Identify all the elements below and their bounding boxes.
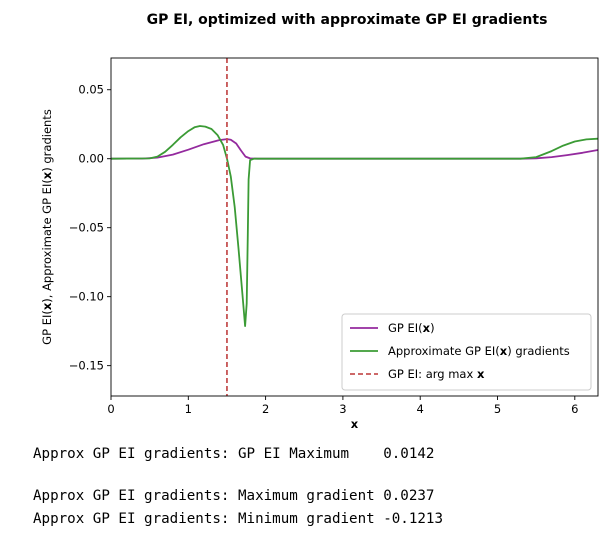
y-tick-label: −0.05 bbox=[69, 221, 104, 235]
y-tick-label: −0.15 bbox=[69, 359, 104, 373]
x-tick-label: 1 bbox=[185, 402, 192, 416]
x-tick-label: 2 bbox=[262, 402, 269, 416]
output-line-minimum-gradient: Approx GP EI gradients: Minimum gradient… bbox=[33, 511, 443, 527]
y-tick-label: 0.05 bbox=[78, 83, 104, 97]
legend: GP EI(x) Approximate GP EI(x) gradients GP… bbox=[341, 313, 592, 391]
series-line-0 bbox=[111, 138, 598, 160]
x-tick-label: 4 bbox=[417, 402, 424, 416]
y-tick-label: 0.00 bbox=[78, 152, 104, 166]
output-line-ei-maximum: Approx GP EI gradients: GP EI Maximum 0.… bbox=[33, 446, 435, 462]
y-axis-label: GP EI(x), Approximate GP EI(x) gradients bbox=[40, 109, 54, 345]
x-tick-label: 3 bbox=[339, 402, 346, 416]
output-line-maximum-gradient: Approx GP EI gradients: Maximum gradient… bbox=[33, 488, 435, 504]
chart: GP EI, optimized with approximate GP EI … bbox=[40, 12, 599, 431]
x-tick-label: 6 bbox=[571, 402, 578, 416]
series-line-1 bbox=[111, 125, 598, 327]
x-tick-label: 0 bbox=[107, 402, 114, 416]
legend-box bbox=[341, 313, 592, 391]
y-tick-label: −0.10 bbox=[69, 290, 104, 304]
chart-title: GP EI, optimized with approximate GP EI … bbox=[147, 12, 548, 28]
legend-entry-0: GP EI(x) bbox=[388, 321, 435, 335]
x-axis-label: x bbox=[351, 417, 359, 431]
x-tick-label: 5 bbox=[494, 402, 501, 416]
legend-entry-2: GP EI: arg max x bbox=[388, 367, 485, 381]
plot-area: 0 1 2 3 4 5 6 0.05 0.00 −0.05 −0.10 −0.15 x GP EI(x),… bbox=[40, 57, 599, 431]
legend-entry-1: Approximate GP EI(x) gradients bbox=[388, 344, 570, 358]
axes-frame bbox=[110, 57, 599, 397]
